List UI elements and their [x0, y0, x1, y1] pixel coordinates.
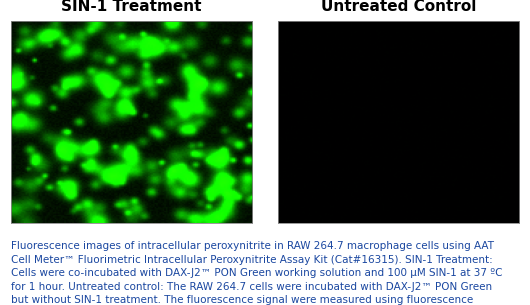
Text: Fluorescence images of intracellular peroxynitrite in RAW 264.7 macrophage cells: Fluorescence images of intracellular per…: [11, 241, 502, 305]
Text: SIN-1 Treatment: SIN-1 Treatment: [61, 0, 201, 14]
Text: Untreated Control: Untreated Control: [321, 0, 476, 14]
